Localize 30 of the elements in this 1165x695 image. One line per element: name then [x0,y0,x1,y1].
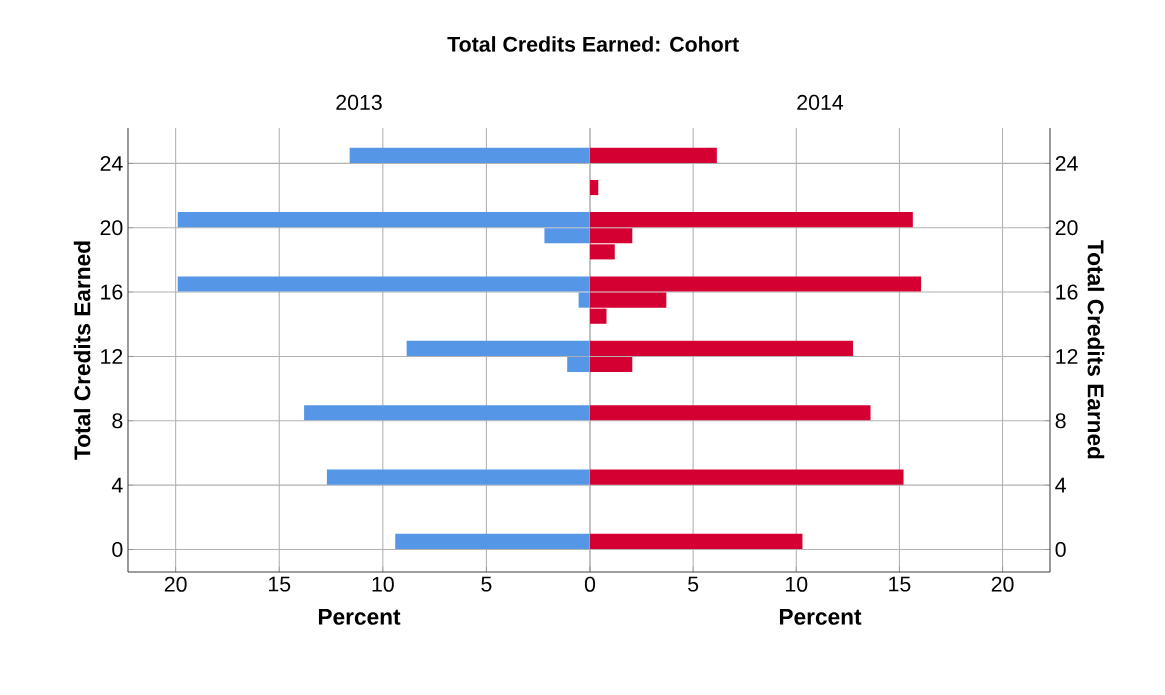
x-tick-label: 0 [584,576,596,592]
y-tick-label: 12 [1056,348,1078,364]
x-tick-label: 20 [164,576,187,592]
y-axis-title: Total Credits Earned [1087,240,1105,459]
x-tick-label: 15 [889,576,911,592]
y-tick-label: 8 [112,413,123,429]
y-tick-label: 16 [1056,284,1078,300]
x-tick-label: 10 [372,576,394,592]
x-tick-label: 10 [786,576,808,592]
y-tick-label: 20 [1055,220,1078,236]
chart-subtitle: 2014 [797,94,844,110]
x-tick-label: 15 [269,576,291,592]
chart-title: Total Credits Earned: Cohort [447,36,739,52]
x-axis-title: Percent [318,608,401,625]
y-tick-label: 4 [1055,477,1066,493]
y-tick-label: 8 [1055,413,1066,429]
x-tick-label: 5 [688,576,699,592]
y-tick-label: 0 [1055,541,1066,558]
chart-subtitle: 2013 [336,94,382,110]
x-tick-label: 5 [481,576,492,592]
y-tick-label: 24 [1055,155,1078,171]
y-axis-title: Total Credits Earned [73,241,91,460]
y-tick-label: 24 [100,155,123,171]
x-tick-label: 20 [991,576,1014,592]
y-tick-label: 20 [100,220,123,236]
y-tick-label: 16 [101,284,123,300]
y-tick-label: 4 [111,477,123,493]
y-tick-label: 12 [101,348,123,364]
y-tick-label: 0 [112,541,123,558]
x-axis-title: Percent [779,608,862,625]
